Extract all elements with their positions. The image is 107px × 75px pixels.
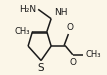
Text: O: O [69,58,76,67]
Text: S: S [38,63,44,73]
Text: H₂N: H₂N [20,5,37,14]
Text: CH₃: CH₃ [85,50,101,59]
Text: NH: NH [54,8,68,17]
Text: O: O [66,23,73,32]
Text: CH₃: CH₃ [15,27,30,36]
